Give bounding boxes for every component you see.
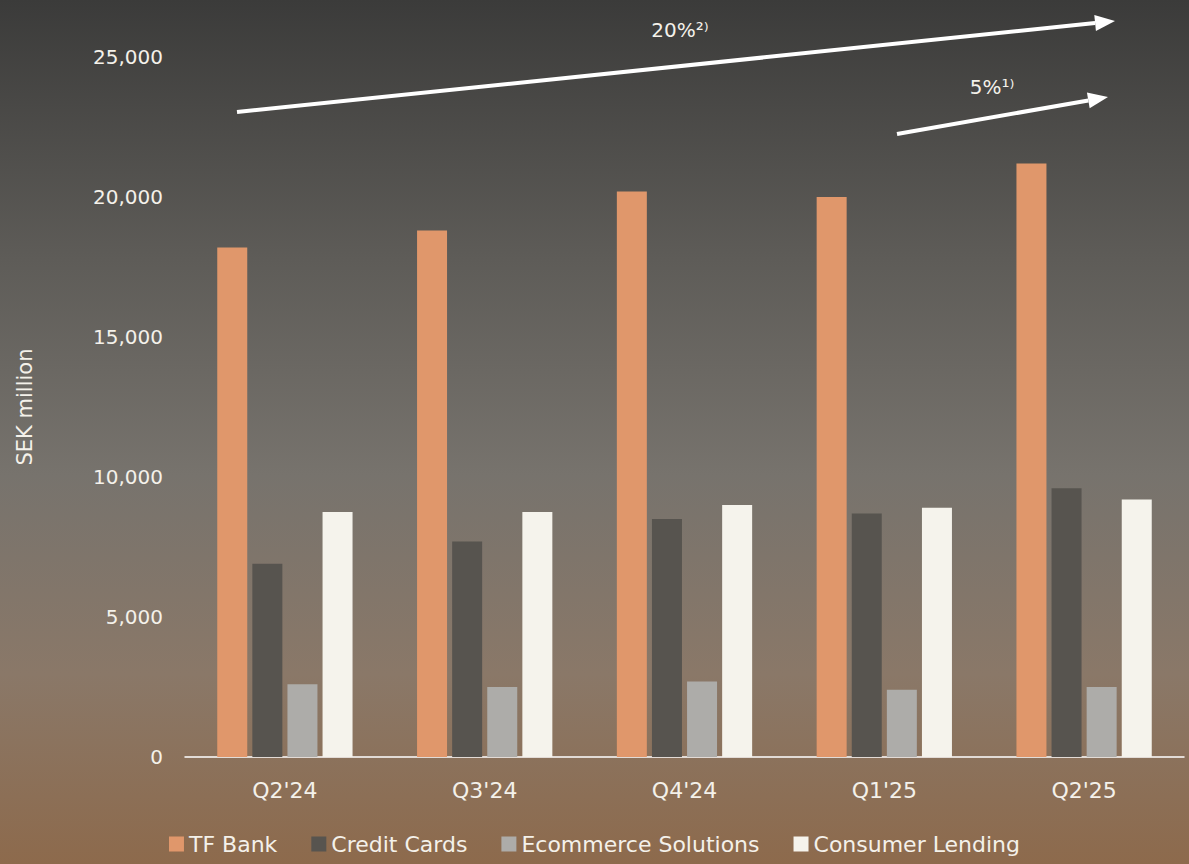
svg-text:Consumer Lending: Consumer Lending [814,832,1021,857]
svg-text:Q4'24: Q4'24 [652,778,717,803]
svg-text:Q2'25: Q2'25 [1051,778,1116,803]
svg-text:5%¹⁾: 5%¹⁾ [970,75,1015,99]
svg-text:20,000: 20,000 [93,185,163,209]
svg-text:Q3'24: Q3'24 [452,778,517,803]
svg-text:Q1'25: Q1'25 [852,778,917,803]
svg-text:10,000: 10,000 [93,465,163,489]
svg-text:0: 0 [150,745,163,769]
svg-text:Ecommerce Solutions: Ecommerce Solutions [521,832,759,857]
svg-text:SEK million: SEK million [13,349,37,466]
svg-text:20%²⁾: 20%²⁾ [651,18,708,42]
svg-text:Q2'24: Q2'24 [252,778,317,803]
svg-text:TF Bank: TF Bank [188,832,278,857]
svg-text:25,000: 25,000 [93,45,163,69]
svg-text:5,000: 5,000 [106,605,163,629]
svg-text:Credit Cards: Credit Cards [331,832,467,857]
svg-text:15,000: 15,000 [93,325,163,349]
